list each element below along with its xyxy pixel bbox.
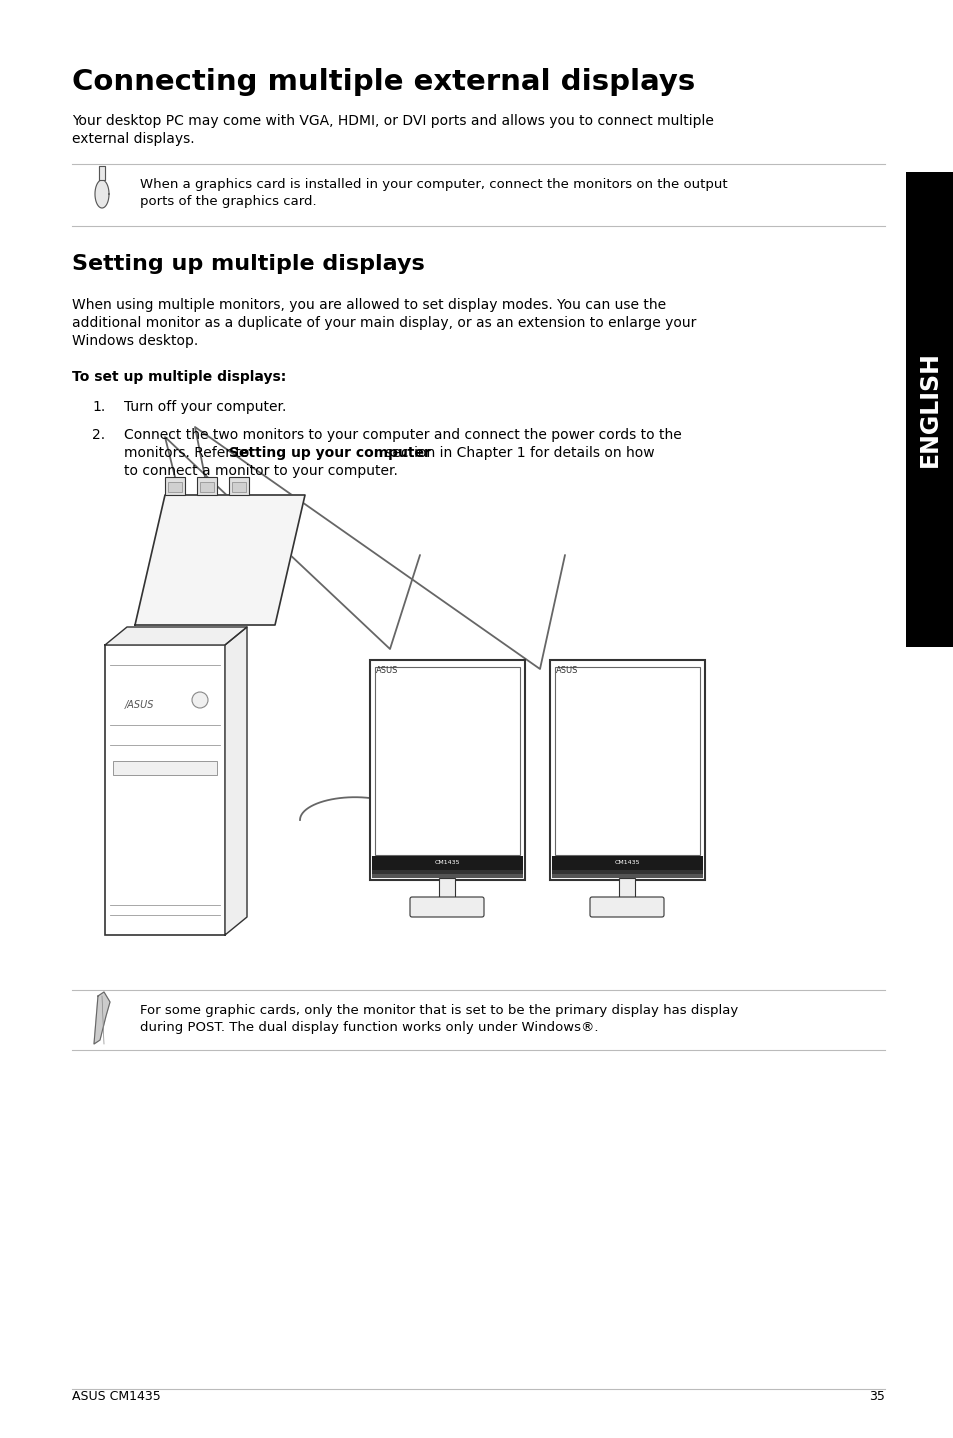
FancyBboxPatch shape	[165, 477, 185, 495]
Circle shape	[192, 692, 208, 707]
Text: When using multiple monitors, you are allowed to set display modes. You can use : When using multiple monitors, you are al…	[71, 298, 665, 312]
Polygon shape	[95, 180, 109, 209]
Bar	[905, 173, 953, 647]
Text: ASUS: ASUS	[375, 666, 398, 674]
Text: ports of the graphics card.: ports of the graphics card.	[140, 196, 316, 209]
Polygon shape	[135, 495, 305, 626]
Bar	[618, 879, 635, 902]
FancyBboxPatch shape	[196, 477, 216, 495]
Text: Connect the two monitors to your computer and connect the power cords to the: Connect the two monitors to your compute…	[124, 429, 681, 441]
Bar	[372, 874, 522, 879]
FancyBboxPatch shape	[555, 667, 700, 856]
Text: during POST. The dual display function works only under Windows®.: during POST. The dual display function w…	[140, 1021, 598, 1034]
Text: Connecting multiple external displays: Connecting multiple external displays	[71, 68, 695, 96]
FancyBboxPatch shape	[232, 482, 246, 492]
FancyBboxPatch shape	[370, 660, 524, 880]
Bar	[112, 761, 216, 775]
Text: Turn off your computer.: Turn off your computer.	[124, 400, 286, 414]
Polygon shape	[225, 627, 247, 935]
Polygon shape	[94, 992, 110, 1044]
Bar	[552, 870, 702, 874]
Text: /ASUS: /ASUS	[125, 700, 154, 710]
Text: external displays.: external displays.	[71, 132, 194, 147]
Text: CM1435: CM1435	[434, 860, 459, 866]
Text: When a graphics card is installed in your computer, connect the monitors on the : When a graphics card is installed in you…	[140, 178, 727, 191]
FancyBboxPatch shape	[200, 482, 213, 492]
Text: Setting up your computer: Setting up your computer	[230, 446, 431, 460]
Text: Windows desktop.: Windows desktop.	[71, 334, 198, 348]
Text: ASUS CM1435: ASUS CM1435	[71, 1391, 161, 1403]
FancyBboxPatch shape	[168, 482, 182, 492]
FancyBboxPatch shape	[410, 897, 483, 917]
Polygon shape	[99, 165, 105, 180]
Text: to connect a monitor to your computer.: to connect a monitor to your computer.	[124, 464, 397, 477]
Text: ENGLISH: ENGLISH	[917, 351, 941, 467]
FancyBboxPatch shape	[589, 897, 663, 917]
Text: monitors. Refer to: monitors. Refer to	[124, 446, 253, 460]
Text: 35: 35	[868, 1391, 884, 1403]
Text: For some graphic cards, only the monitor that is set to be the primary display h: For some graphic cards, only the monitor…	[140, 1004, 738, 1017]
Bar	[552, 874, 702, 879]
Text: 1.: 1.	[91, 400, 105, 414]
FancyBboxPatch shape	[105, 646, 225, 935]
FancyBboxPatch shape	[375, 667, 519, 856]
Text: Setting up multiple displays: Setting up multiple displays	[71, 255, 424, 275]
Text: additional monitor as a duplicate of your main display, or as an extension to en: additional monitor as a duplicate of you…	[71, 316, 696, 329]
Text: Your desktop PC may come with VGA, HDMI, or DVI ports and allows you to connect : Your desktop PC may come with VGA, HDMI,…	[71, 114, 713, 128]
Text: section in Chapter 1 for details on how: section in Chapter 1 for details on how	[380, 446, 654, 460]
Text: ASUS: ASUS	[556, 666, 578, 674]
Bar	[372, 870, 522, 874]
Polygon shape	[105, 627, 247, 646]
FancyBboxPatch shape	[229, 477, 249, 495]
Bar	[438, 879, 455, 902]
Text: CM1435: CM1435	[614, 860, 639, 866]
FancyBboxPatch shape	[550, 660, 704, 880]
Text: 2.: 2.	[91, 429, 105, 441]
Bar	[552, 856, 702, 870]
Text: To set up multiple displays:: To set up multiple displays:	[71, 370, 286, 384]
Bar	[372, 856, 522, 870]
